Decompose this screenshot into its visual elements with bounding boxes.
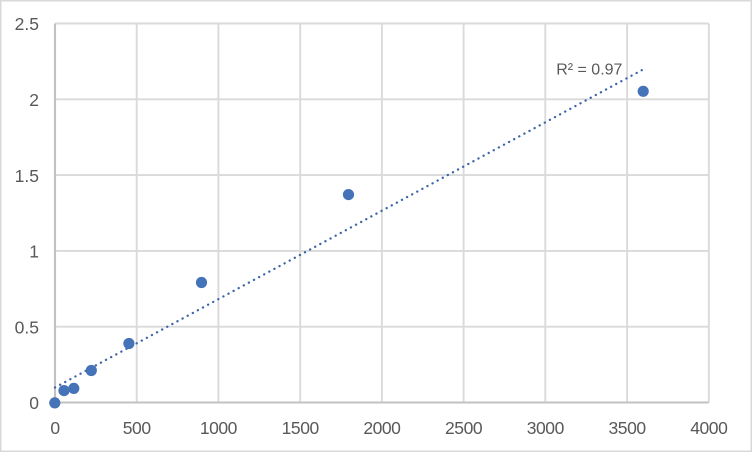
svg-text:2000: 2000 [363,418,401,438]
svg-text:3500: 3500 [609,418,647,438]
svg-text:0: 0 [29,393,39,413]
svg-text:0: 0 [50,418,60,438]
svg-text:1500: 1500 [282,418,320,438]
svg-text:3000: 3000 [527,418,565,438]
svg-text:1.5: 1.5 [15,166,39,186]
svg-text:2: 2 [29,90,39,110]
svg-text:1: 1 [29,242,39,262]
svg-text:2.5: 2.5 [15,14,39,34]
svg-text:500: 500 [123,418,152,438]
svg-text:R² = 0.97: R² = 0.97 [556,61,622,78]
svg-text:1000: 1000 [200,418,238,438]
svg-text:4000: 4000 [690,418,728,438]
svg-text:2500: 2500 [445,418,483,438]
svg-text:0.5: 0.5 [15,317,39,337]
